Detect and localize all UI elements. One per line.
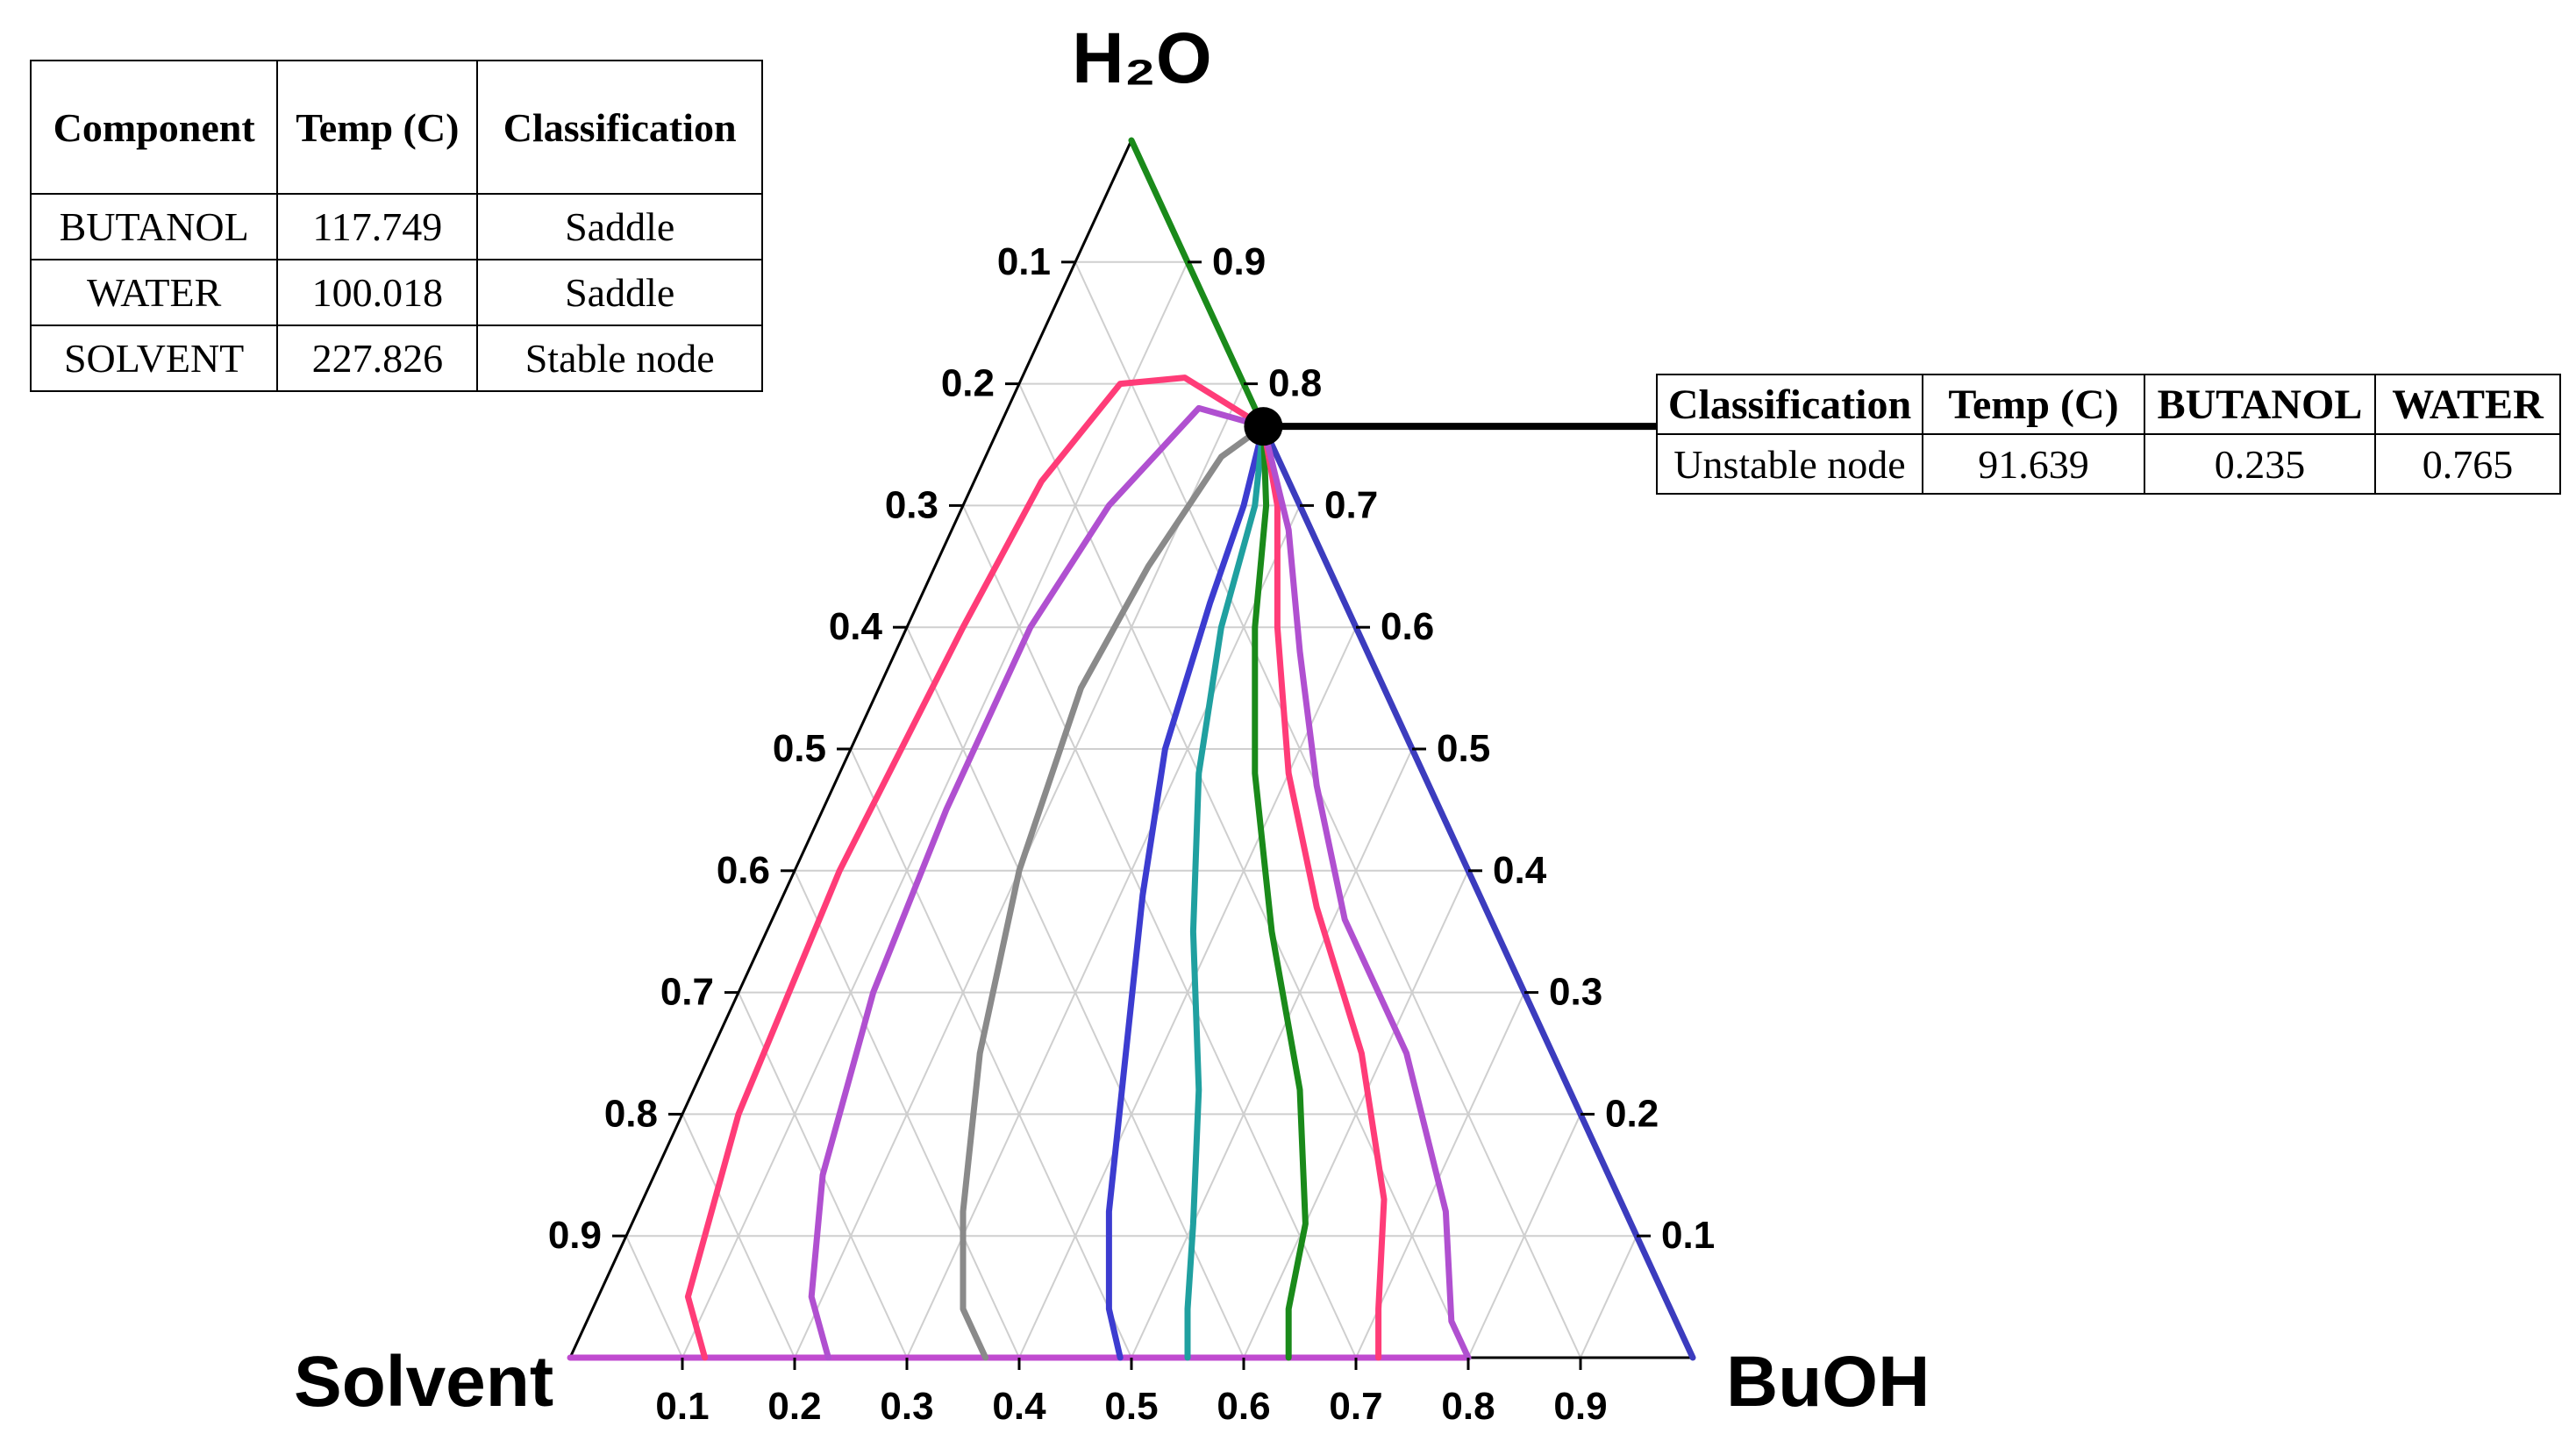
residue-curve <box>1105 423 1267 1361</box>
grid-line <box>1074 261 1581 1359</box>
right-tick-label: 0.2 <box>1605 1092 1659 1135</box>
vertex-label-top: H₂O <box>1072 18 1211 98</box>
table-cell: 0.765 <box>2374 433 2561 495</box>
residue-curve <box>1252 423 1309 1361</box>
header-cell: Temp (C) <box>276 60 479 195</box>
grid-line <box>681 1113 796 1359</box>
right-tick-label: 0.9 <box>1212 240 1266 283</box>
bottom-tick-label: 0.8 <box>1441 1385 1495 1428</box>
left-tick-label: 0.3 <box>885 483 938 526</box>
right-tick-label: 0.4 <box>1493 849 1547 892</box>
table-cell: SOLVENT <box>29 325 279 392</box>
table-cell: BUTANOL <box>29 193 279 260</box>
vertex-label-left: Solvent <box>294 1342 553 1422</box>
table-row: BUTANOL 117.749 Saddle <box>29 193 763 260</box>
bottom-tick-label: 0.2 <box>767 1385 821 1428</box>
header-cell: Component <box>29 60 279 195</box>
left-tick-label: 0.2 <box>941 362 995 405</box>
right-tick-label: 0.8 <box>1268 362 1322 405</box>
components-table: Component Temp (C) Classification BUTANO… <box>29 60 763 392</box>
table-cell: Saddle <box>476 193 763 260</box>
right-tick-label: 0.7 <box>1324 483 1378 526</box>
residue-curve <box>1259 423 1696 1361</box>
bottom-tick-label: 0.3 <box>880 1385 933 1428</box>
left-tick-label: 0.8 <box>604 1092 658 1135</box>
grid-line <box>1018 383 1469 1359</box>
left-tick-label: 0.6 <box>717 849 770 892</box>
table-cell: Unstable node <box>1656 433 1923 495</box>
residue-curve <box>1128 137 1267 430</box>
table-cell: 91.639 <box>1922 433 2145 495</box>
bottom-tick-label: 0.7 <box>1329 1385 1382 1428</box>
table-cell: 227.826 <box>276 325 479 392</box>
residue-curve <box>808 404 1267 1361</box>
table-cell: 100.018 <box>276 259 479 326</box>
grid-line <box>681 261 1188 1359</box>
residue-curve <box>960 423 1267 1361</box>
residue-curve <box>1259 423 1472 1361</box>
table-cell: Saddle <box>476 259 763 326</box>
bottom-tick-label: 0.9 <box>1553 1385 1607 1428</box>
header-cell: WATER <box>2374 374 2561 435</box>
right-tick-label: 0.3 <box>1549 971 1602 1014</box>
azeotrope-table-header: Classification Temp (C) BUTANOL WATER <box>1656 374 2561 435</box>
residue-curve <box>1259 423 1388 1361</box>
right-tick-label: 0.6 <box>1381 605 1434 648</box>
table-cell: 0.235 <box>2144 433 2376 495</box>
header-cell: Temp (C) <box>1922 374 2145 435</box>
left-tick-label: 0.9 <box>548 1214 602 1257</box>
header-cell: BUTANOL <box>2144 374 2376 435</box>
components-table-header: Component Temp (C) Classification <box>29 60 763 195</box>
residue-curve <box>1184 423 1267 1361</box>
header-cell: Classification <box>1656 374 1923 435</box>
left-tick-label: 0.4 <box>829 605 883 648</box>
right-tick-label: 0.1 <box>1661 1214 1715 1257</box>
table-row: SOLVENT 227.826 Stable node <box>29 325 763 392</box>
bottom-tick-label: 0.1 <box>655 1385 709 1428</box>
grid-line <box>906 504 1301 1359</box>
grid-line <box>625 1235 683 1359</box>
vertex-label-right: BuOH <box>1726 1342 1930 1422</box>
azeotrope-table: Classification Temp (C) BUTANOL WATER Un… <box>1656 374 2561 495</box>
table-cell: WATER <box>29 259 279 326</box>
table-cell: 117.749 <box>276 193 479 260</box>
bottom-tick-label: 0.5 <box>1104 1385 1158 1428</box>
bottom-tick-label: 0.4 <box>992 1385 1046 1428</box>
left-tick-label: 0.1 <box>997 240 1051 283</box>
grid-line <box>1355 992 1525 1359</box>
azeotrope-point <box>1244 407 1283 446</box>
grid-line <box>794 870 1020 1359</box>
grid-line <box>1580 1235 1638 1359</box>
left-tick-label: 0.7 <box>660 971 714 1014</box>
grid-line <box>850 748 1132 1359</box>
grid-line <box>906 626 1245 1359</box>
table-cell: Stable node <box>476 325 763 392</box>
left-tick-label: 0.5 <box>773 727 826 770</box>
right-tick-label: 0.5 <box>1437 727 1490 770</box>
residue-curve <box>684 374 1267 1361</box>
table-row: Unstable node 91.639 0.235 0.765 <box>1656 433 2561 495</box>
bottom-tick-label: 0.6 <box>1217 1385 1270 1428</box>
grid-line <box>1131 748 1413 1359</box>
grid-line <box>962 504 1357 1359</box>
header-cell: Classification <box>476 60 763 195</box>
table-row: WATER 100.018 Saddle <box>29 259 763 326</box>
